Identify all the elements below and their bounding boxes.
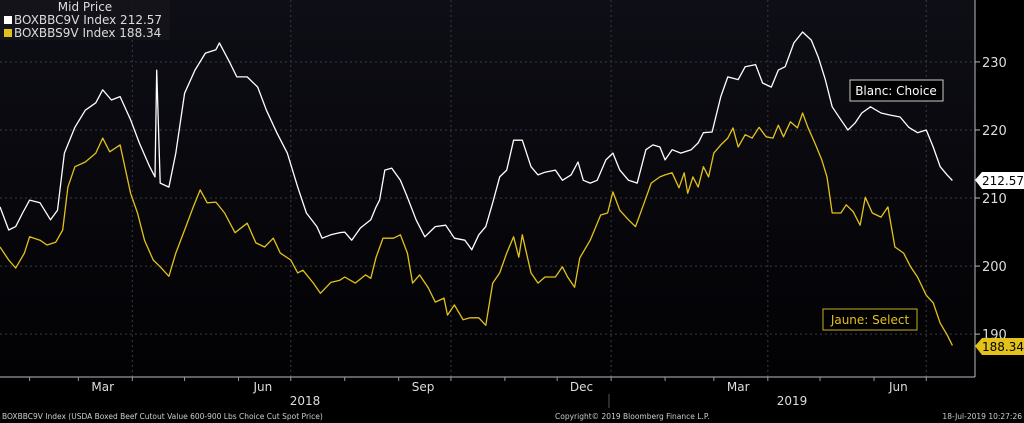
last-value-choice-text: 212.57 (982, 174, 1024, 188)
legend-title: Mid Price (57, 0, 113, 14)
last-value-choice: 212.57 (975, 172, 1024, 189)
x-tick-label: Dec (570, 380, 593, 394)
series-lines (0, 31, 953, 346)
x-tick-label: Jun (888, 380, 908, 394)
x-tick-label: Jun (253, 380, 273, 394)
series-line-select (0, 112, 953, 346)
x-tick-label: Mar (91, 380, 114, 394)
legend-label-select: BOXBBS9V Index 188.34 (14, 26, 162, 40)
year-label-2019: 2019 (777, 394, 808, 408)
last-value-select: 188.34 (975, 338, 1024, 355)
legend-label-choice: BOXBBC9V Index 212.57 (14, 13, 163, 27)
y-tick-label: 220 (982, 124, 1007, 139)
legend-swatch-white (4, 16, 12, 24)
legend-item-select: BOXBBS9V Index 188.34 (0, 27, 170, 40)
year-label-2018: 2018 (290, 394, 321, 408)
x-tick-label: Mar (727, 380, 750, 394)
annotation-choice-text: Blanc: Choice (855, 84, 937, 98)
footer-copyright: Copyright© 2019 Bloomberg Finance L.P. (555, 412, 710, 421)
y-tick-label: 230 (982, 56, 1007, 71)
y-tick-label: 210 (982, 192, 1007, 207)
series-line-choice (0, 31, 953, 251)
last-value-select-text: 188.34 (982, 340, 1024, 354)
annotation-choice: Blanc: Choice (849, 79, 944, 102)
footer-timestamp: 18-Jul-2019 10:27:26 (942, 412, 1022, 421)
legend-swatch-yellow (4, 29, 12, 37)
annotation-select: Jaune: Select (822, 308, 918, 331)
annotation-select-text: Jaune: Select (830, 313, 910, 327)
x-axis-ticks: Mar Jun Sep Dec Mar Jun (29, 377, 927, 394)
legend: Mid Price BOXBBC9V Index 212.57 BOXBBS9V… (0, 0, 170, 40)
footer-source: BOXBBC9V Index (USDA Boxed Beef Cutout V… (2, 412, 323, 421)
y-tick-label: 200 (982, 260, 1007, 275)
legend-item-choice: BOXBBC9V Index 212.57 (0, 14, 170, 27)
x-tick-label: Sep (412, 380, 435, 394)
